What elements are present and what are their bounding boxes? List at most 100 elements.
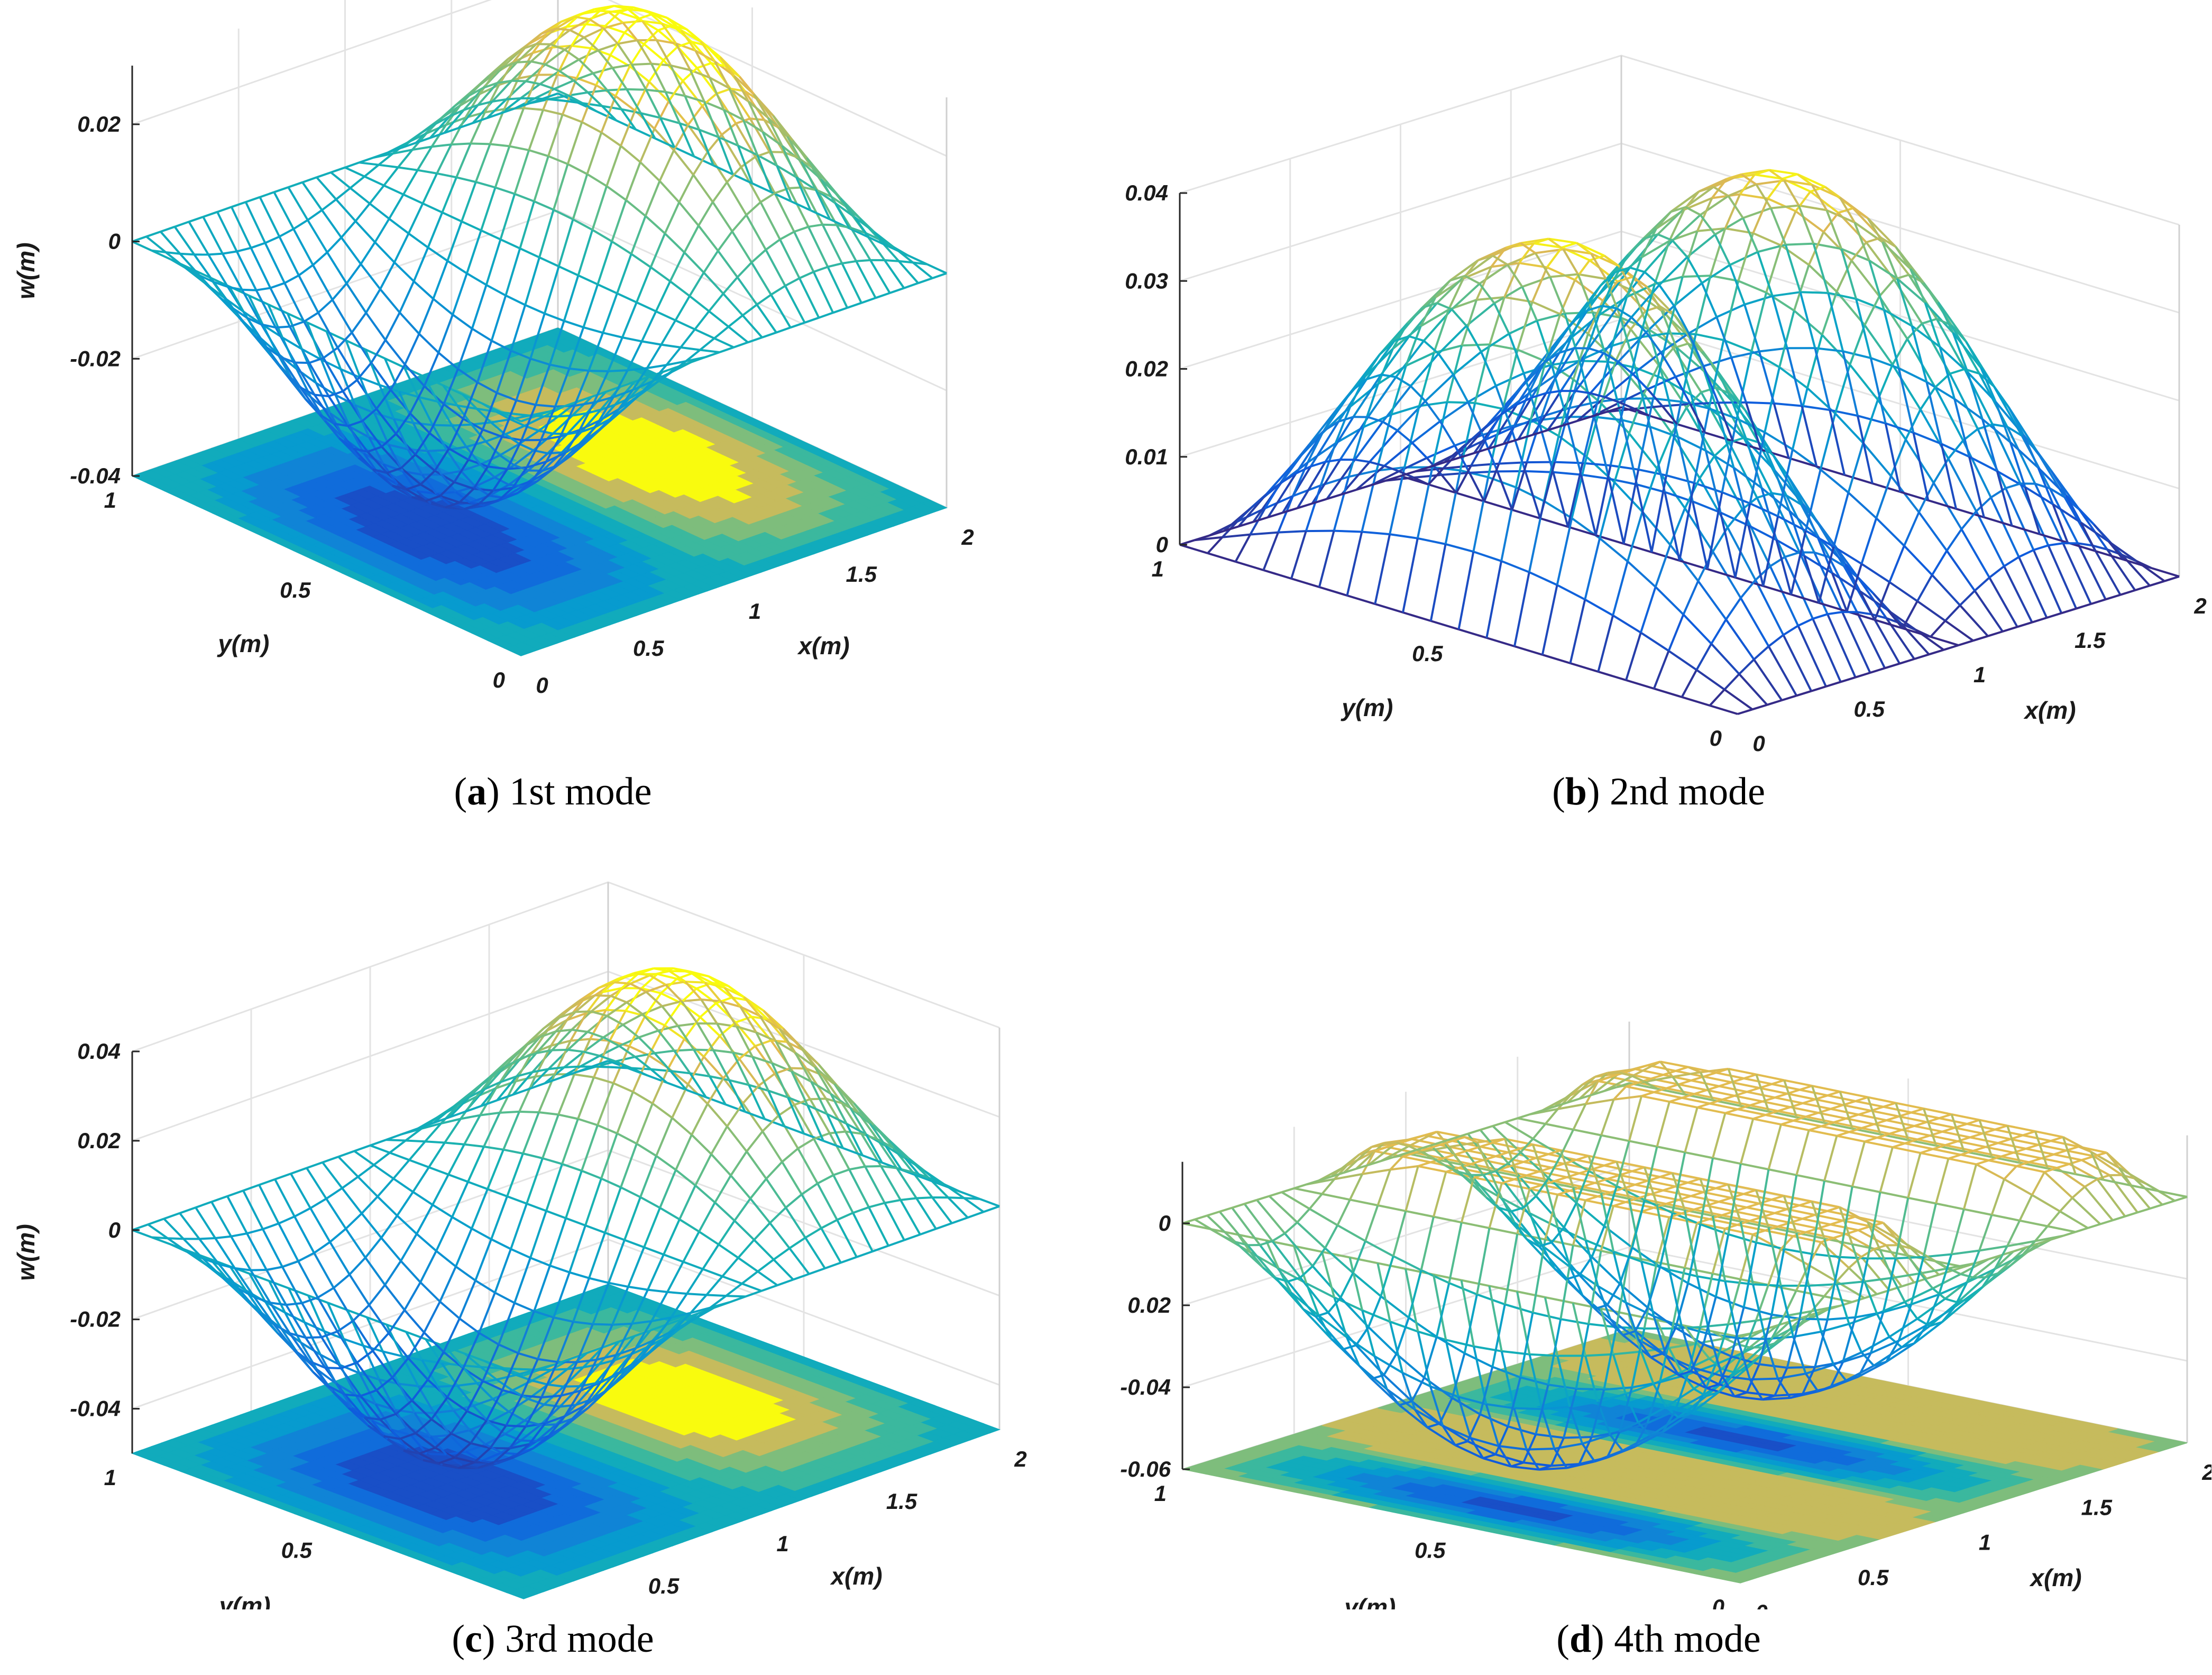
mesh-line-x [1995,401,2025,436]
mesh-line-y [540,406,556,441]
mesh-line-x [574,401,594,407]
mesh-line-x [1616,271,1646,309]
mesh-line-y [525,80,540,85]
mesh-line-x [244,202,267,244]
mesh-line-y [1585,403,1603,457]
mesh-line-y [1524,471,1541,519]
mesh-line-y [2149,580,2165,587]
mesh-line-x [476,407,497,413]
mesh-line-y [820,178,837,204]
mesh-line-y [1726,173,1742,180]
mesh-line-y [889,287,905,294]
mesh-line-y [1480,351,1497,387]
mesh-line-x [603,22,623,30]
mesh-line-y [1583,315,1600,359]
mesh-line-x [1397,400,1426,432]
mesh-line-y [1940,443,1957,509]
mesh-line-x [1813,552,1843,612]
mesh-line-y [1774,470,1791,511]
mesh-line-y [287,313,303,350]
mesh-line-x [413,422,433,426]
mesh-line-x [1437,325,1467,355]
mesh-line-y [379,262,396,290]
mesh-line-y [1392,322,1409,350]
mesh-line-y [784,277,800,287]
mesh-line-y [739,76,755,95]
mesh-line-x [1928,499,1957,510]
mesh-line-x [567,163,588,175]
mesh-line-y [1590,253,1607,280]
mesh-line-y [627,341,643,371]
mesh-line-y [1385,475,1401,482]
mesh-line-y [513,150,530,195]
mesh-line-y [1364,354,1381,378]
mesh-line-x [1977,428,2007,489]
mesh-line-y [742,119,759,156]
mesh-line-x [660,116,680,125]
mesh-line-y [458,122,473,129]
mesh-line-x [1777,515,1806,532]
mesh-line-x [849,227,869,239]
mesh-line-y [579,401,595,431]
mesh-line-x [1581,473,1609,480]
mesh-line-x [439,495,460,504]
mesh-line-x [1778,366,1808,389]
mesh-line-y [1694,275,1712,335]
mesh-line-y [1790,530,1807,595]
mesh-line-y [1872,592,1889,611]
mesh-line-y [1685,391,1702,409]
mesh-line-y [728,314,744,328]
mesh-line-y [1268,511,1283,518]
mesh-line-x [1703,370,1733,402]
mesh-line-x [534,200,554,211]
mesh-line-y [1699,455,1715,479]
mesh-line-x [1688,316,1718,334]
mesh-line-x [656,39,676,45]
mesh-line-x [636,301,657,313]
mesh-line-y [675,43,692,71]
mesh-line-x [461,220,482,232]
mesh-line-x [622,336,643,343]
mesh-line-y [1903,511,1920,546]
mesh-line-x [614,95,636,112]
mesh-line-x [301,181,323,211]
mesh-line-y [369,185,385,205]
mesh-line-y [1709,228,1727,276]
mesh-line-x [558,58,580,72]
mesh-line-y [694,50,711,78]
mesh-line-x [516,399,536,406]
surface-plot-3rd-mode: -0.04-0.0200.020.0400.511.5200.51x(m)y(m… [12,881,1027,1609]
mesh-line-y [713,326,729,340]
mesh-line-y [373,151,388,159]
mesh-line-y [721,122,737,136]
x-tick-label: 0 [536,673,548,698]
mesh-line-x [1749,502,1778,517]
mesh-line-x [642,20,662,25]
mesh-line-y [1671,206,1686,213]
mesh-line-y [507,48,523,60]
x-tick-label: 1.5 [2075,628,2106,653]
mesh-line-x [728,326,749,343]
mesh-line-y [684,95,701,131]
mesh-line-x [2095,550,2124,561]
mesh-line-y [1674,376,1692,405]
mesh-line-x [1670,190,1700,213]
mesh-line-x [1643,393,1673,434]
mesh-line-x [1704,432,1733,442]
mesh-line-x [1516,486,1545,502]
mesh-line-y [1290,530,1307,579]
mesh-line-y [1840,676,1856,683]
mesh-line-y [520,415,536,423]
mesh-line-y [435,115,451,125]
mesh-line-y [1740,579,1757,599]
mesh-line-y [1718,415,1735,468]
mesh-line-y [464,503,480,510]
mesh-line-y [1541,584,1558,655]
mesh-line-y [712,181,728,203]
mesh-line-y [747,336,763,344]
mesh-line-y [462,382,479,419]
mesh-line-y [726,166,742,183]
mesh-line-x [1436,275,1466,304]
mesh-line-y [406,483,421,491]
mesh-line-y [359,377,375,414]
